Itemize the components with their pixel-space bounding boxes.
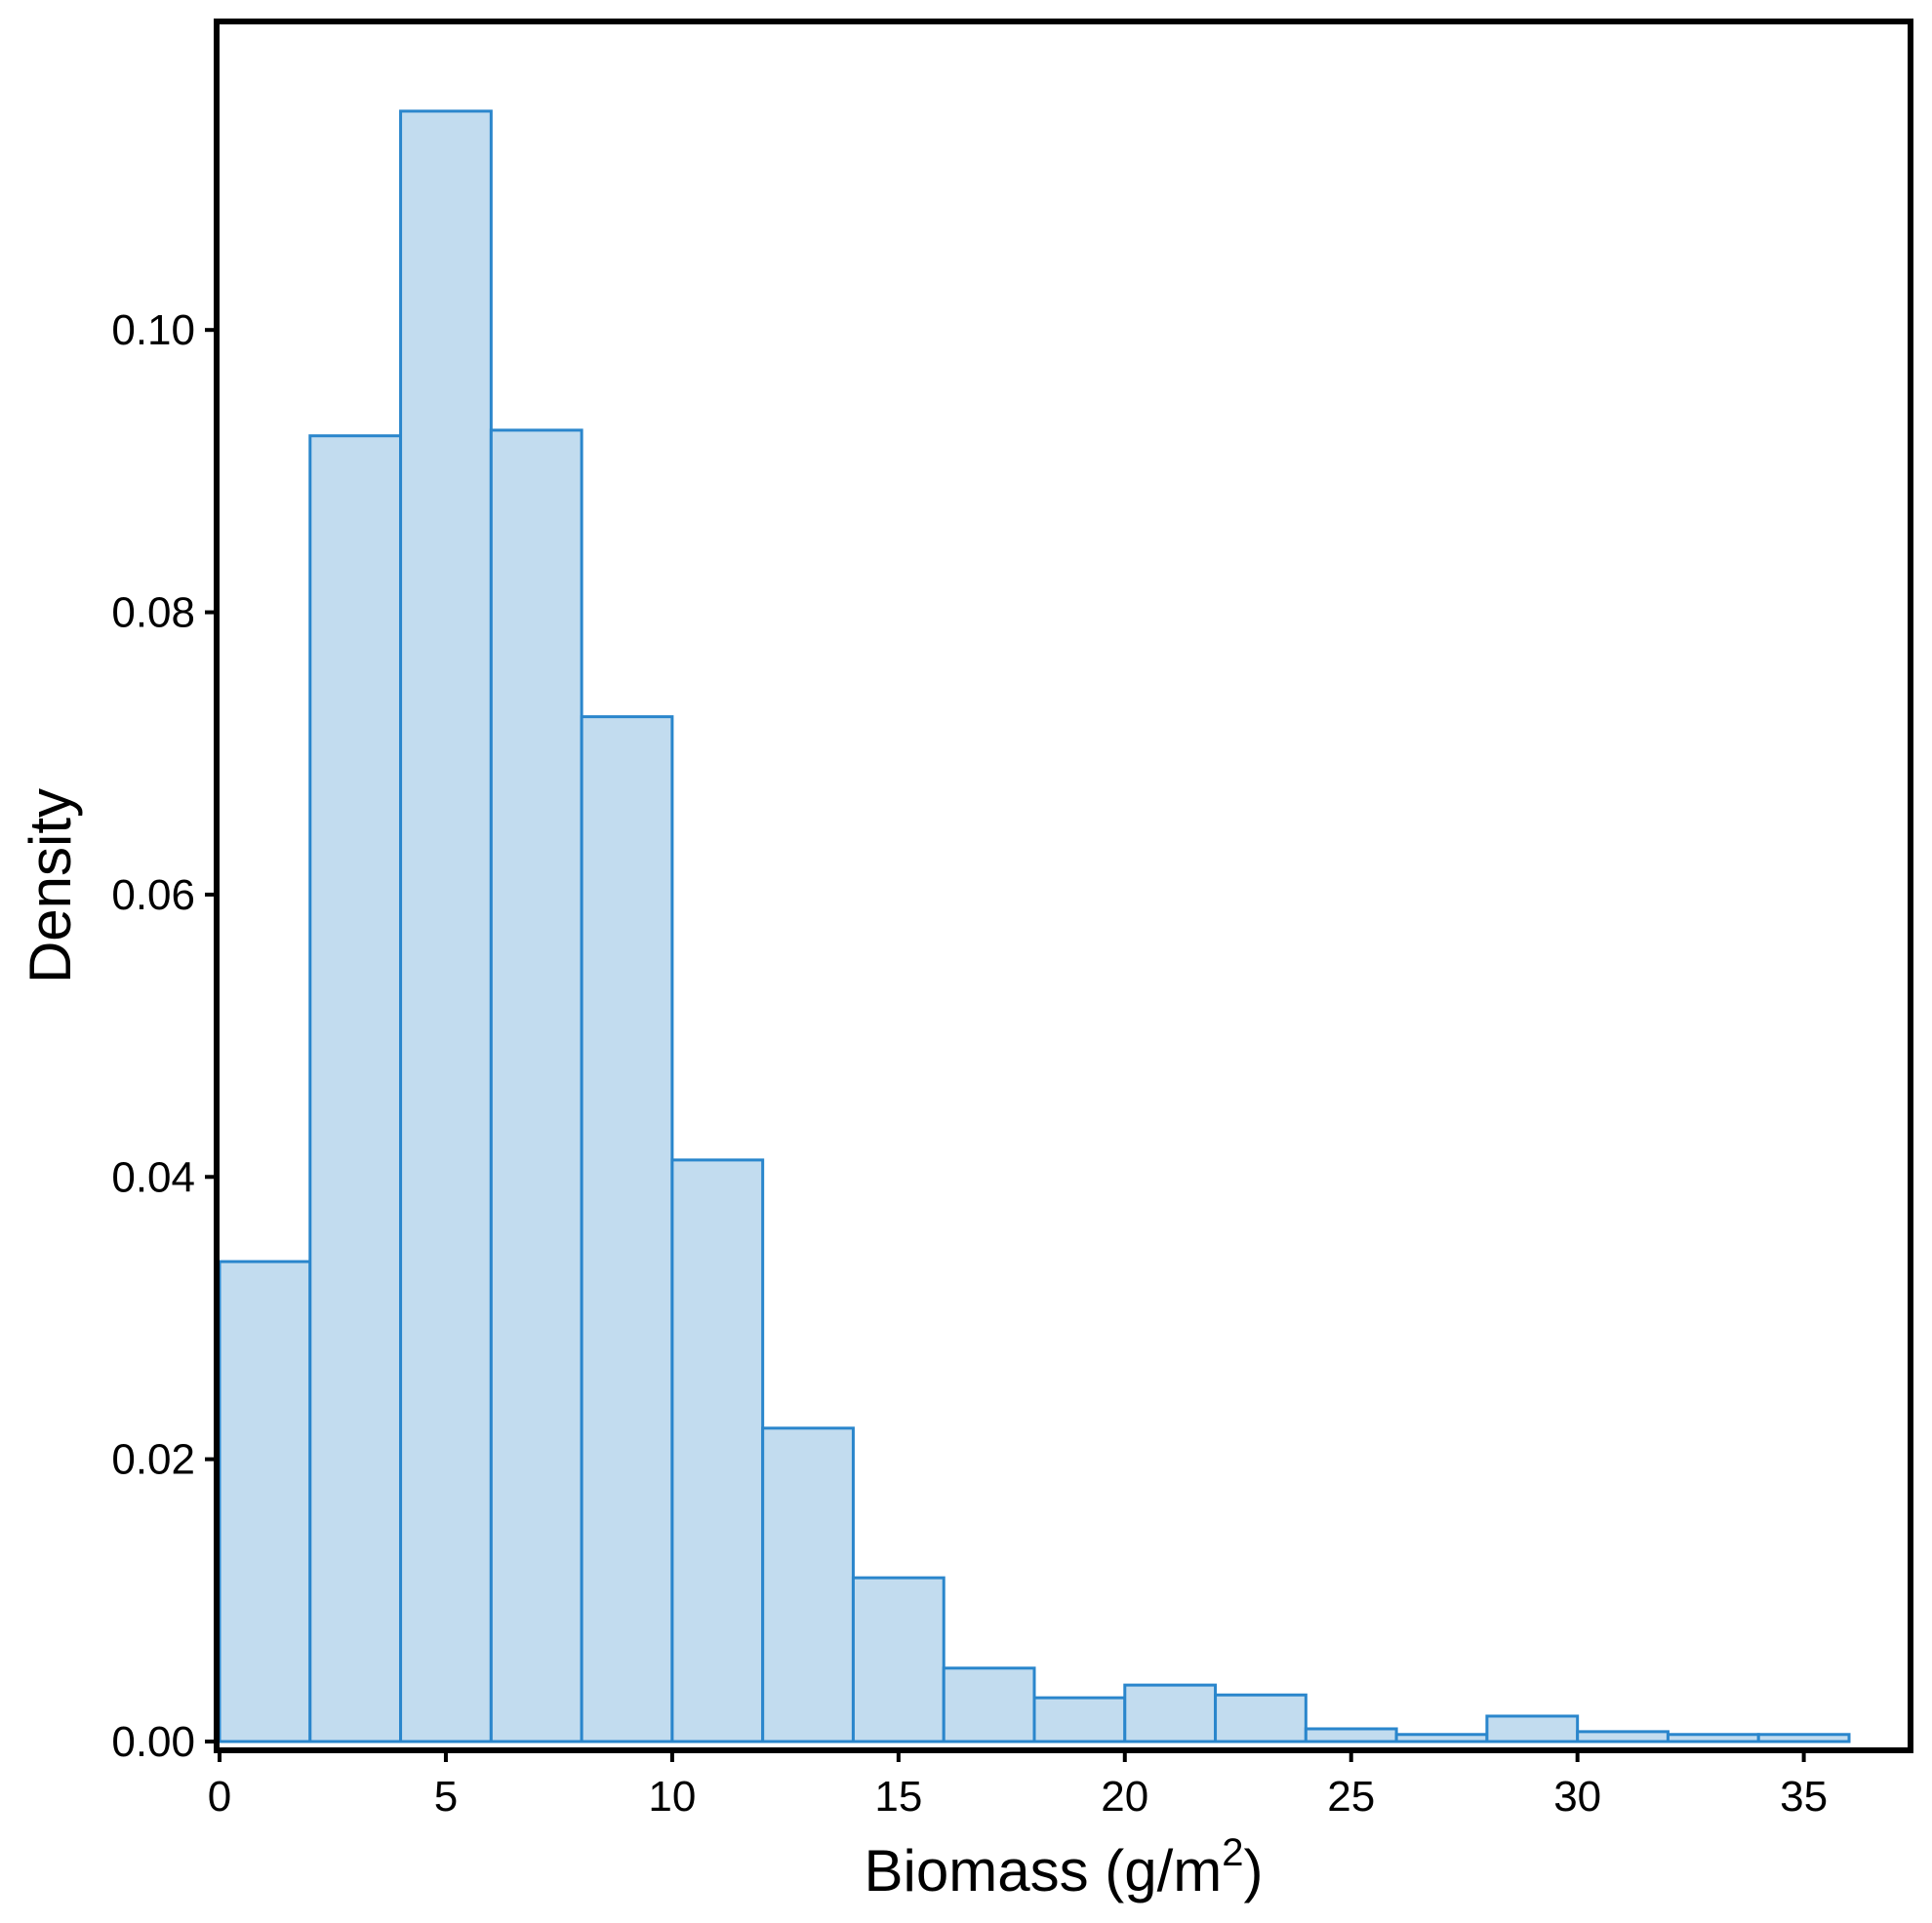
histogram-bar	[1214, 1693, 1308, 1743]
histogram-bar	[942, 1666, 1036, 1743]
x-tick-label: 30	[1553, 1773, 1601, 1821]
y-tick-label: 0.02	[111, 1436, 195, 1484]
x-tick-label: 35	[1780, 1773, 1828, 1821]
histogram-bar	[1756, 1733, 1851, 1743]
histogram-bar	[308, 434, 403, 1743]
y-tick-label: 0.10	[111, 306, 195, 354]
y-tick-label: 0.08	[111, 589, 195, 637]
y-axis-ticks: 0.00 0.02 0.04 0.06 0.08 0.10	[111, 306, 217, 1766]
x-axis-title-suffix: )	[1244, 1838, 1264, 1903]
histogram-bar	[1576, 1730, 1670, 1743]
x-axis-title: Biomass (g/m2)	[865, 1831, 1264, 1903]
histogram-bar	[1304, 1727, 1398, 1743]
histogram-bar	[218, 1260, 312, 1743]
x-tick-label: 5	[434, 1773, 458, 1821]
histogram-bar	[489, 428, 584, 1743]
x-tick-label: 10	[648, 1773, 696, 1821]
x-axis-title-main: Biomass (g/m	[865, 1838, 1223, 1903]
histogram-bar	[851, 1576, 946, 1743]
x-axis-title-superscript: 2	[1222, 1831, 1243, 1874]
histogram-bars	[218, 109, 1851, 1743]
histogram-bar	[1666, 1733, 1760, 1743]
y-tick-label: 0.00	[111, 1718, 195, 1766]
x-axis-ticks: 0 5 10 15 20 25 30 35	[208, 1750, 1828, 1821]
y-tick-label: 0.04	[111, 1153, 195, 1201]
x-tick-label: 20	[1101, 1773, 1148, 1821]
histogram-bar	[1123, 1683, 1218, 1743]
x-tick-label: 15	[874, 1773, 922, 1821]
histogram-bar	[580, 715, 674, 1743]
x-tick-label: 0	[208, 1773, 231, 1821]
histogram-bar	[761, 1426, 855, 1743]
histogram-bar	[1485, 1714, 1580, 1743]
histogram-bar	[399, 109, 493, 1743]
plot-frame	[214, 19, 1913, 1753]
y-tick-label: 0.06	[111, 871, 195, 919]
y-axis-title: Density	[18, 788, 83, 983]
histogram-bar	[670, 1158, 765, 1743]
histogram-bar	[1394, 1733, 1489, 1743]
x-tick-label: 25	[1327, 1773, 1375, 1821]
histogram-bar	[1032, 1696, 1127, 1743]
